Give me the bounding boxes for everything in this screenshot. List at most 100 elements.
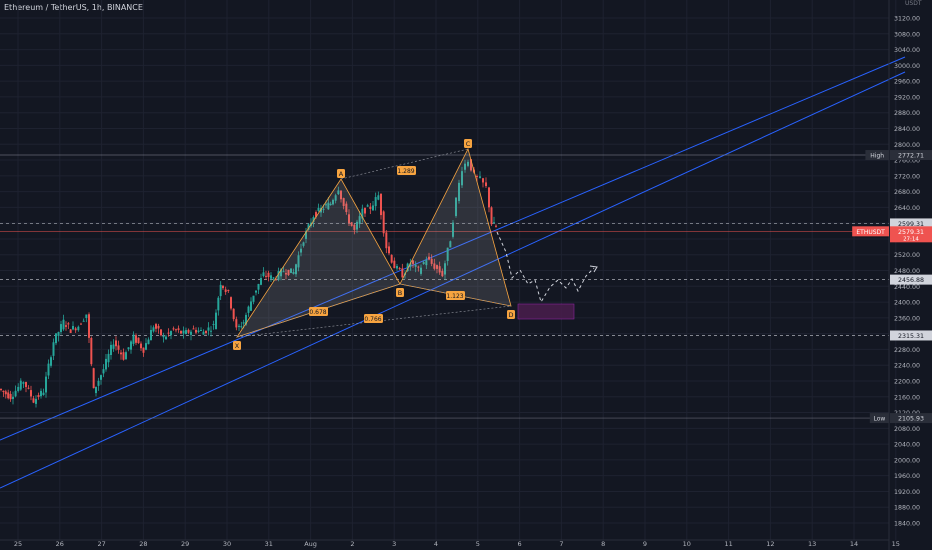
- candle-body: [430, 258, 433, 264]
- candle-body: [366, 205, 369, 207]
- time-tick-label: 14: [850, 540, 858, 548]
- time-tick-label: 3: [392, 540, 396, 548]
- candle-body: [409, 263, 412, 267]
- price-tick-label: 1920.00: [894, 489, 920, 496]
- candle-body: [115, 340, 117, 347]
- candle-body: [182, 330, 185, 334]
- time-tick-label: 15: [892, 540, 900, 548]
- candle-body: [105, 358, 107, 370]
- candle-body: [27, 387, 30, 389]
- candle-body: [444, 263, 446, 275]
- candle-body: [95, 386, 97, 394]
- candle-body: [185, 330, 187, 334]
- candle-body: [257, 283, 260, 290]
- time-tick-label: 31: [265, 540, 273, 548]
- candle-body: [458, 182, 460, 201]
- trend-channel: [0, 56, 906, 489]
- candle-body: [488, 187, 490, 208]
- time-tick-label: Aug: [304, 540, 317, 548]
- candle-body: [393, 260, 396, 269]
- candle-body: [19, 380, 22, 390]
- candle-body: [420, 267, 422, 274]
- candle-body: [219, 284, 222, 297]
- candle-body: [102, 369, 105, 374]
- candle-body: [232, 308, 235, 320]
- price-tick-label: 2200.00: [894, 378, 920, 385]
- prz-box: [517, 303, 575, 320]
- price-tag-value: 2105.93: [898, 416, 924, 423]
- candle-body: [4, 391, 7, 395]
- price-tick-label: 2520.00: [894, 252, 920, 259]
- candle-body: [452, 222, 454, 237]
- price-tag-name-label: ETHUSDT: [856, 229, 885, 236]
- candle-body: [110, 344, 112, 356]
- candle-body: [325, 204, 327, 206]
- time-tick-label: 28: [139, 540, 147, 548]
- ratio-label: 1.289: [397, 168, 414, 175]
- candle-body: [265, 275, 267, 277]
- candle-body: [120, 352, 122, 355]
- candle-body: [90, 338, 93, 365]
- pattern-point-label: D: [508, 311, 513, 319]
- candle-body: [252, 295, 255, 302]
- candle-body: [215, 312, 217, 330]
- candle-body: [32, 398, 35, 403]
- price-tag-value: 2315.31: [898, 333, 924, 340]
- candle-body: [356, 221, 358, 230]
- candle-body: [25, 382, 27, 387]
- candle-body: [470, 159, 472, 171]
- candle-body: [205, 330, 207, 334]
- candle-body: [40, 390, 42, 397]
- price-tag-name: [865, 150, 889, 161]
- candle-body: [155, 324, 157, 329]
- candle-body: [67, 323, 70, 325]
- time-tick-label: 25: [14, 540, 22, 548]
- pattern-point-a: [337, 169, 345, 178]
- time-tick-label: 27: [97, 540, 105, 548]
- pattern-triangle-bcd: [399, 147, 512, 307]
- candle-body: [100, 375, 102, 380]
- candle-body: [493, 222, 495, 224]
- price-tag: [890, 226, 932, 243]
- candle-body: [172, 328, 175, 330]
- candle-body: [322, 208, 325, 210]
- price-tick-label: 2840.00: [894, 126, 920, 133]
- candle-body: [157, 325, 160, 329]
- candle-body: [275, 279, 277, 281]
- candle-body: [47, 363, 50, 376]
- candle-body: [62, 319, 65, 330]
- candle-body: [80, 323, 82, 325]
- price-tick-label: 2360.00: [894, 315, 920, 322]
- pattern-point-label: C: [466, 140, 471, 148]
- candle-body: [292, 272, 295, 274]
- candle-body: [125, 352, 127, 360]
- ratio-line-ac: [340, 148, 469, 180]
- price-tag-value: 2599.31: [898, 221, 924, 228]
- candle-body: [45, 376, 47, 393]
- projection-path: [496, 231, 598, 304]
- time-tick-label: 9: [643, 540, 647, 548]
- price-tick-label: 2720.00: [894, 173, 920, 180]
- candle-body: [364, 207, 366, 214]
- pattern-point-x: [233, 341, 241, 350]
- price-tick-label: 2280.00: [894, 347, 920, 354]
- candle-body: [461, 171, 463, 186]
- projection-line: [496, 231, 595, 304]
- candle-body: [490, 207, 493, 225]
- candle-body: [327, 202, 330, 210]
- candle-body: [9, 393, 12, 400]
- candle-body: [300, 248, 302, 253]
- candle-body: [332, 199, 334, 205]
- pattern-point-d: [507, 310, 515, 319]
- price-tick-label: 3040.00: [894, 47, 920, 54]
- candle-body: [85, 314, 88, 318]
- candle-body: [167, 332, 170, 334]
- price-tag: [890, 218, 932, 229]
- candle-body: [369, 206, 372, 209]
- candle-body: [438, 266, 441, 273]
- candle-body: [217, 297, 220, 311]
- candle-body: [374, 197, 377, 207]
- candle-body: [195, 329, 197, 333]
- candle-body: [441, 270, 444, 277]
